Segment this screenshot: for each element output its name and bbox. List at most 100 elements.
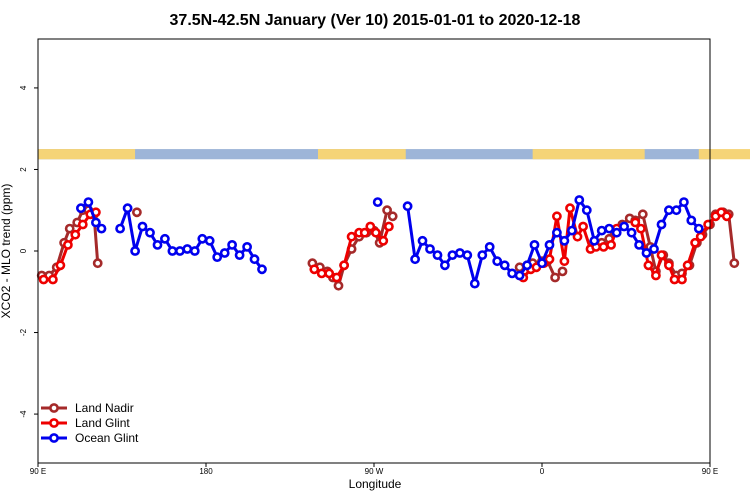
x-tick-label: 0 bbox=[540, 467, 545, 476]
legend-marker bbox=[49, 418, 59, 428]
data-point bbox=[333, 280, 344, 291]
data-point bbox=[529, 239, 540, 250]
data-point bbox=[257, 264, 267, 275]
data-point bbox=[572, 231, 583, 242]
data-point bbox=[664, 260, 674, 271]
data-point bbox=[634, 239, 644, 250]
x-tick-label: 90 W bbox=[365, 467, 384, 476]
legend-marker bbox=[49, 403, 59, 413]
data-point bbox=[55, 260, 66, 271]
data-point bbox=[630, 217, 641, 228]
data-point bbox=[316, 268, 327, 279]
data-point bbox=[115, 223, 125, 234]
data-point bbox=[130, 246, 140, 256]
legend-label: Land Glint bbox=[75, 416, 130, 430]
data-point bbox=[234, 250, 245, 260]
data-point bbox=[574, 195, 585, 205]
data-point bbox=[693, 223, 704, 234]
data-point bbox=[439, 260, 450, 271]
chart-title: 37.5N-42.5N January (Ver 10) 2015-01-01 … bbox=[170, 12, 581, 29]
data-point bbox=[174, 246, 185, 256]
data-point bbox=[637, 209, 648, 220]
data-point bbox=[641, 248, 652, 258]
data-point bbox=[339, 260, 349, 271]
data-point bbox=[370, 227, 381, 238]
data-point bbox=[677, 274, 687, 285]
data-point bbox=[410, 254, 420, 265]
data-point bbox=[64, 223, 75, 234]
data-point bbox=[167, 246, 178, 256]
data-point bbox=[122, 203, 133, 214]
series-3 bbox=[76, 195, 704, 289]
legend-label: Land Nadir bbox=[75, 401, 134, 415]
data-point bbox=[462, 250, 473, 260]
land-segment-1 bbox=[38, 149, 136, 160]
data-point bbox=[425, 244, 435, 254]
data-point bbox=[578, 221, 588, 232]
data-point bbox=[514, 270, 525, 281]
data-point bbox=[596, 225, 607, 236]
data-point bbox=[189, 246, 200, 256]
data-point bbox=[387, 211, 398, 222]
data-point bbox=[219, 248, 230, 258]
data-point bbox=[131, 207, 142, 218]
data-point bbox=[499, 260, 510, 271]
data-point bbox=[92, 258, 103, 269]
data-point bbox=[589, 235, 600, 246]
data-point bbox=[359, 227, 370, 238]
legend-marker bbox=[49, 433, 59, 443]
data-point bbox=[671, 205, 682, 216]
data-point bbox=[63, 239, 73, 250]
data-point bbox=[492, 256, 503, 267]
data-point bbox=[70, 229, 81, 240]
x-tick-label: 90 E bbox=[702, 467, 718, 476]
data-point bbox=[145, 227, 155, 238]
y-tick-label: -2 bbox=[19, 328, 28, 336]
data-point bbox=[619, 221, 629, 232]
data-point bbox=[324, 268, 335, 279]
data-point bbox=[309, 264, 320, 275]
y-tick-label: 4 bbox=[19, 85, 28, 90]
data-point bbox=[682, 260, 693, 271]
data-point bbox=[552, 211, 562, 222]
legend-label: Ocean Glint bbox=[75, 431, 139, 445]
data-point bbox=[537, 258, 547, 269]
data-point bbox=[96, 223, 107, 234]
data-point bbox=[686, 215, 697, 226]
data-point bbox=[346, 231, 357, 242]
data-point bbox=[522, 260, 532, 271]
data-point bbox=[469, 278, 480, 289]
data-point bbox=[159, 233, 170, 244]
data-point bbox=[567, 225, 577, 236]
data-point bbox=[598, 241, 609, 252]
data-point bbox=[83, 197, 94, 207]
data-point bbox=[91, 217, 101, 228]
x-axis: 90 E 180 90 W 0 90 E bbox=[30, 463, 718, 476]
y-tick-label: -4 bbox=[19, 410, 28, 418]
x-axis-label: Longitude bbox=[349, 477, 402, 491]
x-tick-label: 180 bbox=[199, 467, 213, 476]
series-layer bbox=[36, 195, 750, 291]
data-point bbox=[402, 201, 413, 212]
data-point bbox=[152, 239, 163, 250]
data-point bbox=[484, 241, 495, 252]
data-point bbox=[383, 221, 394, 232]
land-segment-2 bbox=[318, 149, 406, 160]
data-point bbox=[550, 272, 560, 283]
data-point bbox=[669, 274, 680, 285]
data-point bbox=[604, 223, 615, 234]
data-point bbox=[182, 244, 193, 254]
data-point bbox=[76, 203, 86, 214]
series-2 bbox=[38, 203, 732, 285]
data-point bbox=[581, 205, 592, 216]
data-point bbox=[626, 227, 637, 238]
data-point bbox=[656, 250, 667, 260]
data-point bbox=[664, 205, 674, 216]
data-point bbox=[544, 239, 555, 250]
y-axis: -4 -2 0 2 4 bbox=[19, 85, 38, 418]
data-point bbox=[636, 223, 646, 234]
data-point bbox=[331, 272, 342, 283]
data-point bbox=[651, 270, 661, 281]
